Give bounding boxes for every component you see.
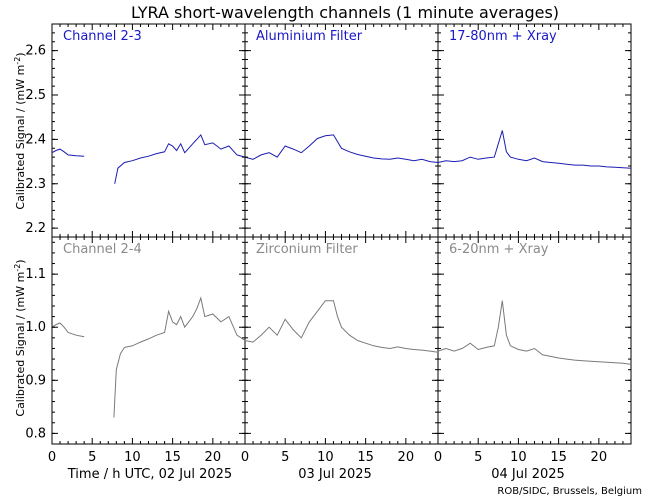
- panel-frame: [244, 236, 439, 445]
- panel-label: 6-20nm + Xray: [449, 242, 549, 257]
- panel-label: Channel 2-3: [63, 29, 142, 44]
- y-axis-label-top: Calibrated Signal / (mW m-2): [13, 52, 27, 209]
- y-tick-label: 0.8: [25, 426, 46, 441]
- y-tick-label: 2.5: [25, 88, 46, 103]
- chart-title: LYRA short-wavelength channels (1 minute…: [131, 3, 559, 22]
- data-series-line: [113, 296, 246, 418]
- panel-label: Zirconium Filter: [256, 242, 358, 257]
- data-series-line: [244, 134, 439, 163]
- panel-label: Aluminium Filter: [256, 29, 363, 44]
- credit-text: ROB/SIDC, Brussels, Belgium: [497, 486, 642, 497]
- x-axis-day-label: Time / h UTC, 02 Jul 2025: [67, 467, 232, 482]
- y-tick-label: 2.2: [25, 221, 46, 236]
- series-layer: [51, 130, 632, 418]
- x-axis-day-label: 03 Jul 2025: [298, 467, 372, 482]
- data-series-line: [437, 130, 632, 169]
- panel-frame: [51, 23, 246, 238]
- y-tick-label: 1.1: [25, 267, 46, 282]
- panel-frame: [437, 236, 632, 445]
- data-series-line: [244, 300, 439, 353]
- x-tick-label: 0: [434, 450, 442, 465]
- data-series-line: [51, 148, 85, 157]
- x-tick-label: 20: [205, 450, 222, 465]
- x-tick-label: 10: [510, 450, 527, 465]
- y-tick-label: 0.9: [25, 373, 46, 388]
- y-tick-label: 2.6: [25, 44, 46, 59]
- y-tick-label: 2.4: [25, 132, 46, 147]
- x-axis-day-label: 04 Jul 2025: [491, 467, 565, 482]
- x-tick-label: 5: [474, 450, 482, 465]
- x-tick-label: 10: [124, 450, 141, 465]
- panel-frame: [244, 23, 439, 238]
- x-tick-label: 10: [317, 450, 334, 465]
- panel-label: Channel 2-4: [63, 242, 142, 257]
- panel-frame: [51, 236, 246, 445]
- x-tick-label: 20: [591, 450, 608, 465]
- x-tick-label: 5: [281, 450, 289, 465]
- y-tick-label: 2.3: [25, 177, 46, 192]
- data-series-line: [114, 133, 246, 184]
- x-tick-label: 20: [398, 450, 415, 465]
- ticks-layer: [51, 23, 632, 445]
- x-tick-label: 15: [357, 450, 374, 465]
- x-tick-label: 5: [88, 450, 96, 465]
- y-axis-label-bottom: Calibrated Signal / (mW m-2): [13, 259, 27, 416]
- x-tick-label: 0: [48, 450, 56, 465]
- labels-layer: Channel 2-3 Aluminium Filter 17-80nm + Xra…: [25, 29, 607, 482]
- y-tick-label: 1.0: [25, 320, 46, 335]
- x-tick-label: 0: [241, 450, 249, 465]
- panel-frame: [437, 23, 632, 238]
- x-tick-label: 15: [550, 450, 567, 465]
- x-tick-label: 15: [164, 450, 181, 465]
- data-series-line: [437, 300, 632, 365]
- data-series-line: [51, 322, 85, 338]
- panel-label: 17-80nm + Xray: [449, 29, 557, 44]
